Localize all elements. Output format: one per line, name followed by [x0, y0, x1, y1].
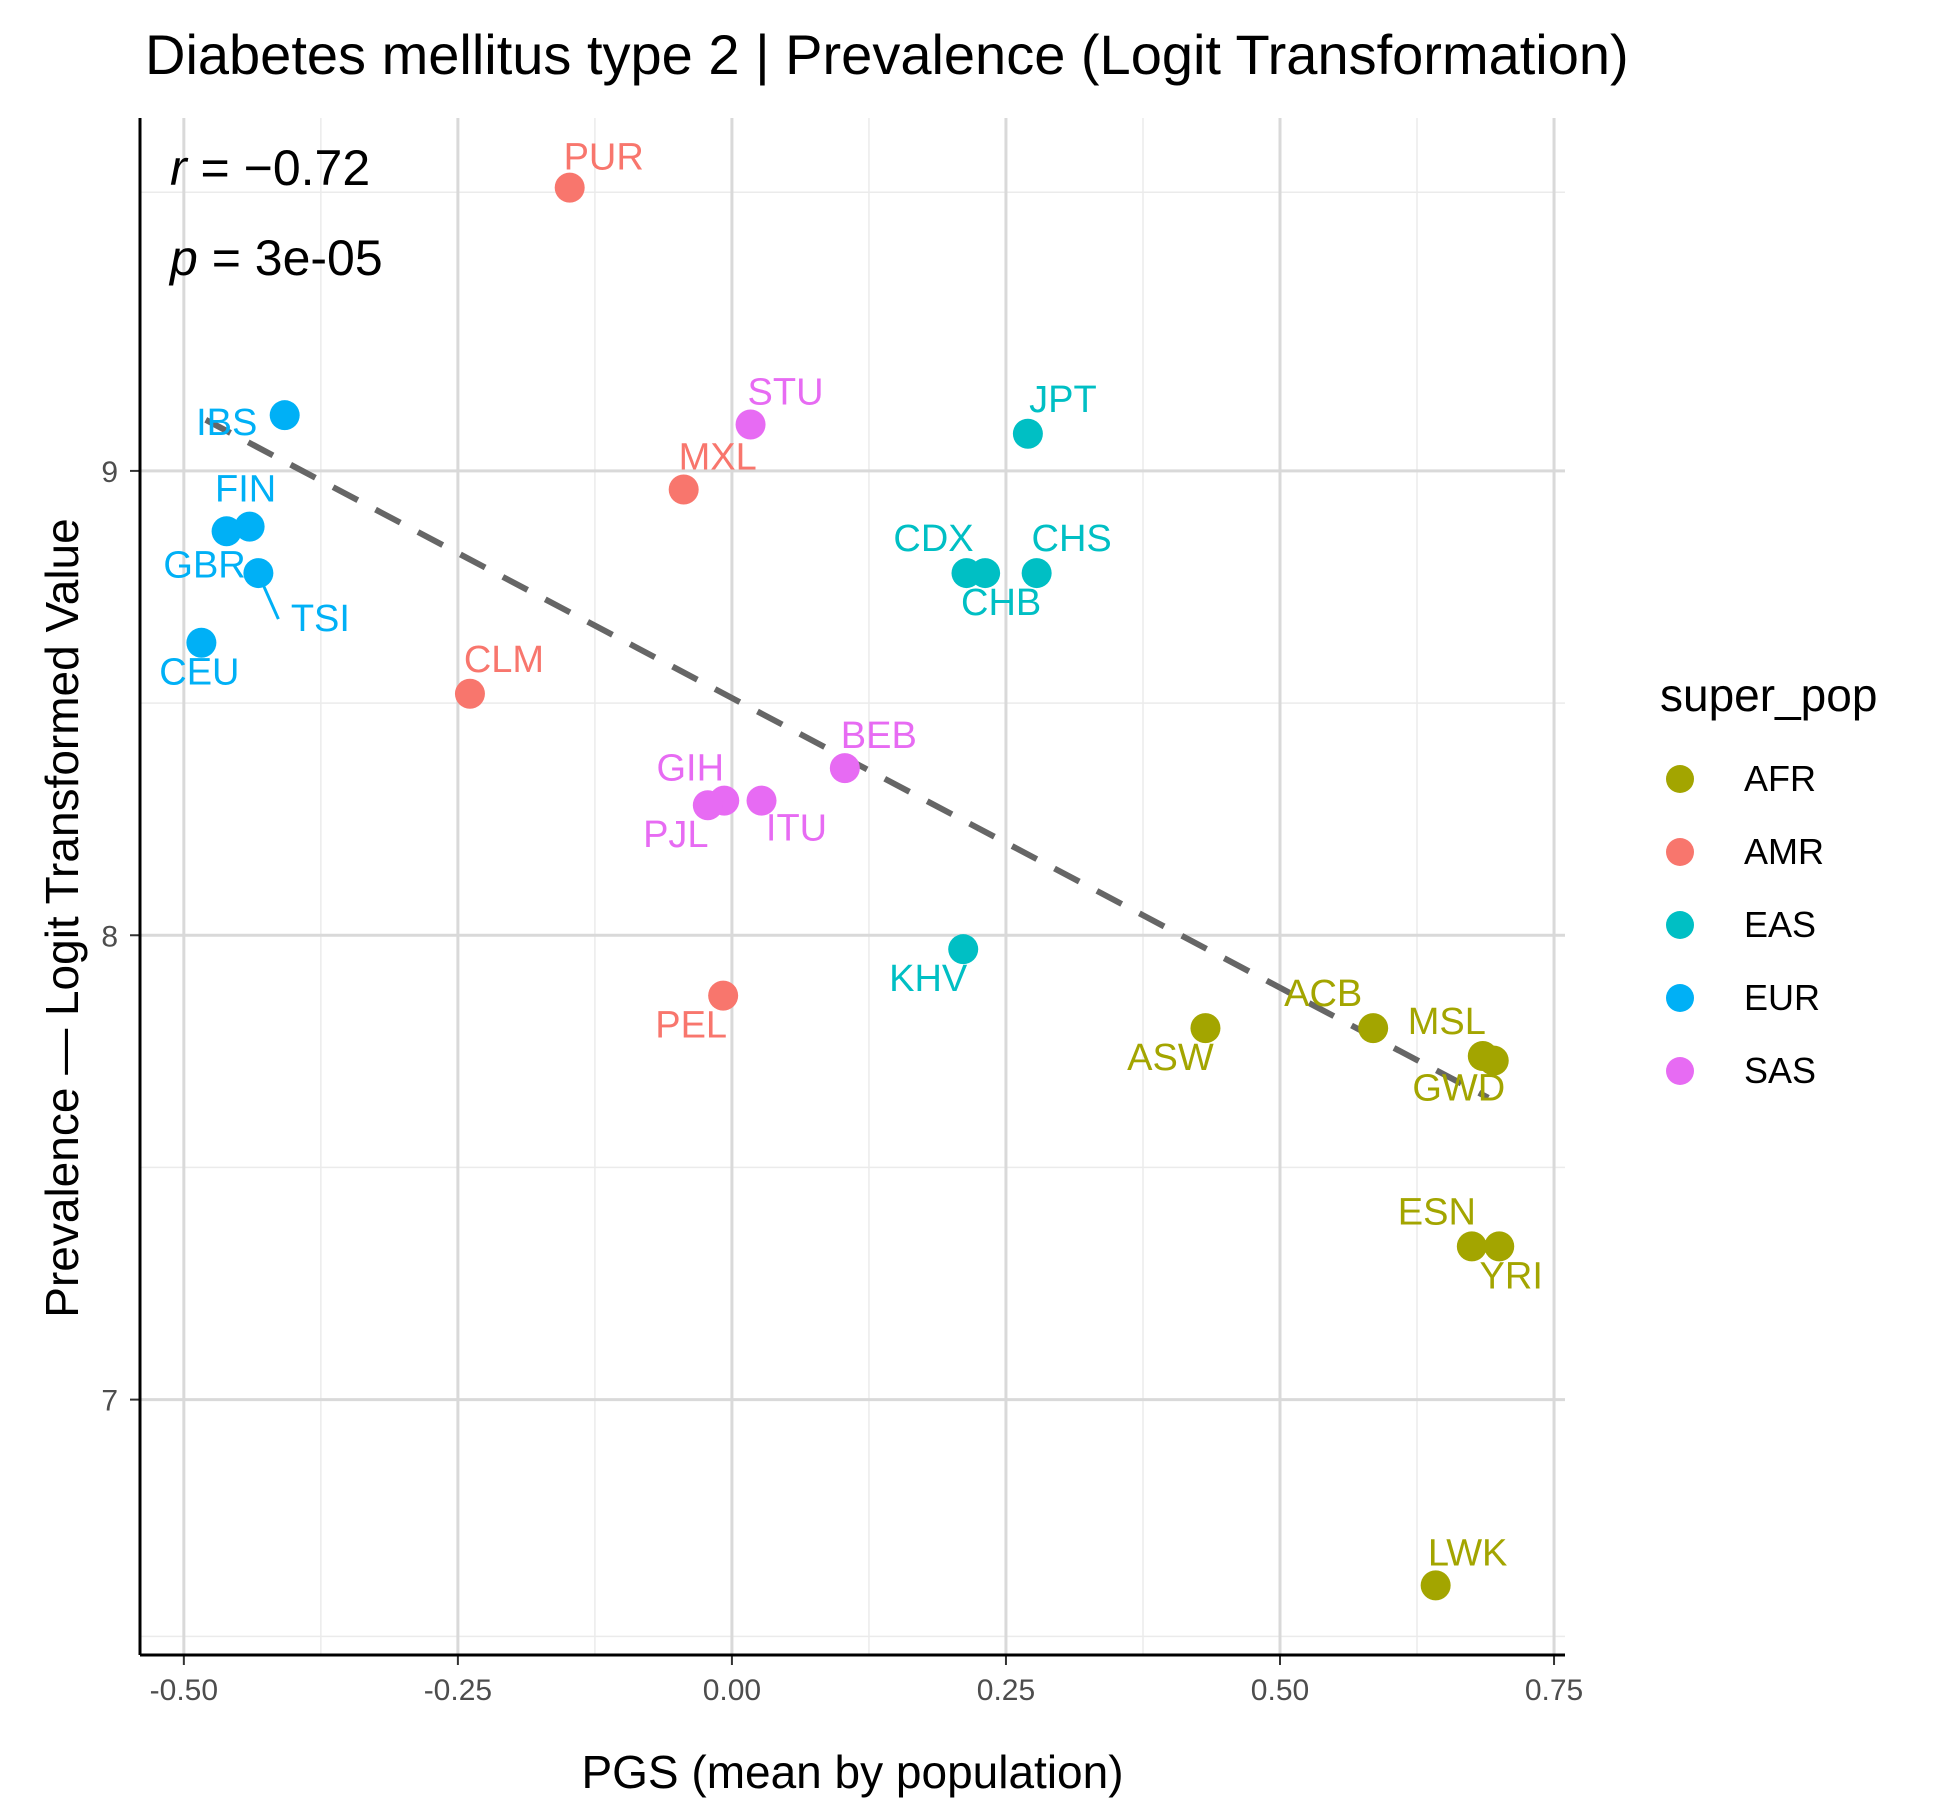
- point-label: CHS: [1032, 518, 1112, 560]
- data-point-mxl: [668, 474, 699, 505]
- data-point-tsi: [243, 558, 274, 589]
- point-label: PJL: [643, 814, 708, 856]
- x-axis-label: PGS (mean by population): [581, 1746, 1124, 1798]
- point-label: JPT: [1029, 379, 1097, 421]
- legend-swatch: [1666, 764, 1694, 793]
- x-tick-label: 0.50: [1251, 1674, 1309, 1707]
- legend-label: SAS: [1744, 1049, 1817, 1091]
- point-label: GIH: [656, 748, 724, 790]
- data-point-pjl: [692, 790, 723, 821]
- point-label: CDX: [893, 518, 973, 560]
- legend: super_pop AFR AMR EAS EUR SAS: [1660, 668, 1877, 1107]
- point-label: KHV: [889, 958, 968, 1000]
- data-point-ibs: [269, 400, 300, 431]
- data-point-clm: [454, 678, 485, 709]
- legend-swatch: [1666, 910, 1694, 939]
- point-label: CHB: [961, 582, 1041, 624]
- legend-item: AMR: [1660, 815, 1877, 888]
- legend-item: SAS: [1660, 1034, 1877, 1107]
- data-point-acb: [1358, 1013, 1389, 1044]
- point-label: PEL: [655, 1005, 727, 1047]
- label-leader-line: [261, 582, 280, 620]
- data-point-pel: [708, 980, 739, 1011]
- y-tick-label: 9: [101, 456, 118, 489]
- point-label: PUR: [564, 137, 644, 179]
- y-tick-label: 7: [101, 1385, 118, 1418]
- data-point-esn: [1456, 1231, 1487, 1262]
- data-point-yri: [1484, 1231, 1515, 1262]
- point-label: FIN: [215, 469, 276, 511]
- data-point-asw: [1190, 1013, 1221, 1044]
- point-label: GBR: [163, 544, 245, 586]
- x-tick-label: 0.25: [977, 1674, 1035, 1707]
- stat-annotation: p = 3e-05: [168, 230, 383, 286]
- legend-title: super_pop: [1660, 669, 1878, 721]
- legend-item: EAS: [1660, 888, 1877, 961]
- data-point-beb: [829, 753, 860, 784]
- legend-label: AFR: [1744, 757, 1816, 799]
- x-tick-label: -0.25: [424, 1674, 492, 1707]
- point-label: TSI: [291, 598, 350, 640]
- data-point-gwd: [1478, 1045, 1509, 1076]
- point-label: IBS: [196, 402, 257, 444]
- point-label: ITU: [766, 808, 827, 850]
- point-label: ASW: [1127, 1037, 1214, 1079]
- data-point-lwk: [1420, 1570, 1451, 1601]
- legend-label: EAS: [1744, 903, 1817, 945]
- data-point-pur: [554, 172, 585, 203]
- y-axis-label: Prevalence — Logit Transformed Value: [36, 518, 88, 1318]
- x-tick-label: 0.75: [1525, 1674, 1583, 1707]
- stat-annotation: r = −0.72: [170, 140, 370, 196]
- point-label: CLM: [464, 639, 544, 681]
- legend-item: EUR: [1660, 961, 1877, 1034]
- point-label: BEB: [841, 715, 917, 757]
- x-tick-label: -0.50: [150, 1674, 218, 1707]
- point-label: MSL: [1408, 1001, 1486, 1043]
- point-label: ESN: [1398, 1191, 1476, 1233]
- point-label: MXL: [679, 436, 757, 478]
- data-point-khv: [948, 934, 979, 965]
- data-point-chb: [970, 558, 1001, 589]
- chart-title: Diabetes mellitus type 2 | Prevalence (L…: [145, 23, 1629, 86]
- data-point-fin: [234, 511, 265, 542]
- legend-swatch: [1666, 1056, 1694, 1085]
- legend-label: AMR: [1744, 830, 1824, 872]
- legend-label: EUR: [1744, 976, 1821, 1018]
- data-point-gbr: [211, 516, 242, 547]
- legend-swatch: [1666, 837, 1694, 866]
- x-tick-label: 0.00: [703, 1674, 761, 1707]
- legend-swatch: [1666, 983, 1694, 1012]
- point-label: YRI: [1480, 1255, 1543, 1297]
- data-point-jpt: [1012, 418, 1043, 449]
- point-label: CEU: [159, 652, 239, 694]
- point-label: STU: [748, 371, 824, 413]
- legend-item: AFR: [1660, 742, 1877, 815]
- data-point-itu: [746, 785, 777, 816]
- data-point-chs: [1021, 558, 1052, 589]
- point-label: ACB: [1284, 973, 1362, 1015]
- y-tick-label: 8: [101, 920, 118, 953]
- legend-items: AFR AMR EAS EUR SAS: [1660, 742, 1877, 1107]
- point-label: LWK: [1428, 1532, 1508, 1574]
- data-point-stu: [735, 409, 766, 440]
- data-point-ceu: [186, 627, 217, 658]
- point-label: GWD: [1412, 1068, 1505, 1110]
